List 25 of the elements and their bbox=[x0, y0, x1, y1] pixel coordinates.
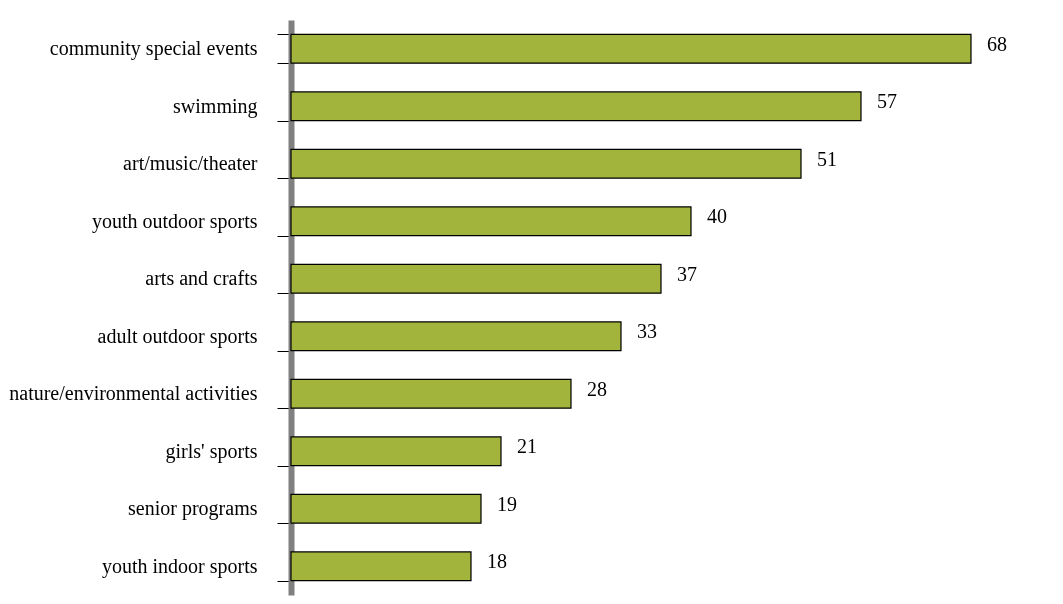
y-tick-label: swimming bbox=[173, 94, 258, 118]
data-label: 33 bbox=[637, 320, 657, 343]
y-tick-label: art/music/theater bbox=[123, 152, 258, 175]
bar bbox=[290, 91, 862, 122]
y-tick-label: youth indoor sports bbox=[101, 554, 258, 578]
data-label: 21 bbox=[517, 435, 537, 458]
bar bbox=[290, 551, 472, 582]
bar bbox=[290, 436, 502, 467]
data-label: 40 bbox=[707, 205, 727, 228]
data-label: 28 bbox=[587, 377, 607, 400]
y-tick-label: nature/environmental activities bbox=[9, 382, 258, 405]
data-label: 37 bbox=[677, 262, 697, 285]
y-tick-label: adult outdoor sports bbox=[97, 324, 258, 348]
y-tick-label: girls' sports bbox=[165, 439, 258, 463]
bar bbox=[290, 321, 622, 352]
data-label: 57 bbox=[877, 90, 897, 113]
data-label: 18 bbox=[487, 550, 507, 573]
data-label: 68 bbox=[987, 32, 1007, 55]
y-tick-label: arts and crafts bbox=[145, 267, 258, 290]
data-label: 51 bbox=[817, 147, 837, 170]
y-tick-label: youth outdoor sports bbox=[91, 209, 258, 233]
y-tick-label: community special events bbox=[49, 37, 258, 61]
bar bbox=[290, 206, 692, 237]
y-tick-label: senior programs bbox=[128, 497, 258, 521]
data-label: 19 bbox=[497, 492, 517, 515]
